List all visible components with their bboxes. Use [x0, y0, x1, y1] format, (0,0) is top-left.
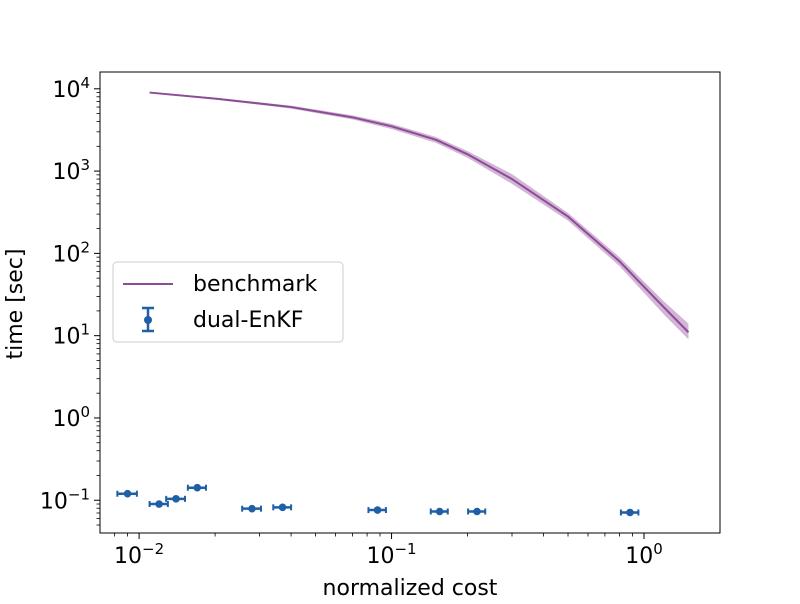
dual-enkf-point	[116, 489, 138, 498]
dual-enkf-point	[148, 500, 169, 508]
dual-enkf-marker	[172, 495, 180, 503]
dual-enkf-point	[467, 507, 487, 516]
benchmark-line	[149, 91, 690, 333]
dual-enkf-marker	[373, 506, 382, 514]
dual-enkf-marker	[435, 507, 444, 516]
legend-dual-enkf-swatch	[142, 306, 154, 333]
dual-enkf-point	[367, 506, 387, 514]
dual-enkf-point	[619, 508, 640, 517]
dual-enkf-point	[186, 483, 207, 492]
y-tick-label: 102	[52, 238, 90, 267]
benchmark-line-layer	[149, 91, 690, 333]
legend-benchmark-label: benchmark	[193, 272, 317, 297]
dual-enkf-marker	[193, 483, 202, 492]
legend: benchmark dual-EnKF	[112, 261, 344, 343]
y-tick-label: 100	[52, 403, 90, 432]
x-axis-ticks: 10−2 10−1 100	[114, 533, 663, 569]
dual-enkf-point	[272, 503, 293, 512]
y-tick-label: 104	[52, 74, 90, 103]
legend-dual-enkf-marker	[144, 316, 152, 324]
plot-frame	[99, 71, 721, 534]
y-axis-ticks: 10−1 100 101 102 103 104	[40, 74, 100, 526]
dual-enkf-marker	[473, 507, 481, 516]
x-tick-label: 10−1	[366, 540, 416, 569]
x-axis-label: normalized cost	[323, 576, 498, 600]
y-tick-label: 101	[52, 321, 90, 350]
dual-enkf-point	[429, 507, 449, 516]
dual-enkf-layer	[116, 483, 640, 517]
y-tick-label: 103	[52, 156, 90, 185]
y-tick-label: 10−1	[40, 485, 90, 514]
y-axis-label: time [sec]	[3, 249, 28, 360]
dual-enkf-point	[241, 504, 263, 513]
dual-enkf-marker	[248, 504, 256, 513]
dual-enkf-marker	[155, 500, 163, 508]
legend-dual-enkf-label: dual-EnKF	[193, 308, 303, 333]
dual-enkf-marker	[626, 508, 634, 517]
dual-enkf-marker	[123, 489, 132, 498]
x-tick-label: 100	[625, 540, 663, 569]
dual-enkf-point	[165, 495, 187, 503]
x-tick-label: 10−2	[114, 540, 164, 569]
legend-frame	[112, 261, 344, 343]
dual-enkf-marker	[278, 503, 287, 512]
